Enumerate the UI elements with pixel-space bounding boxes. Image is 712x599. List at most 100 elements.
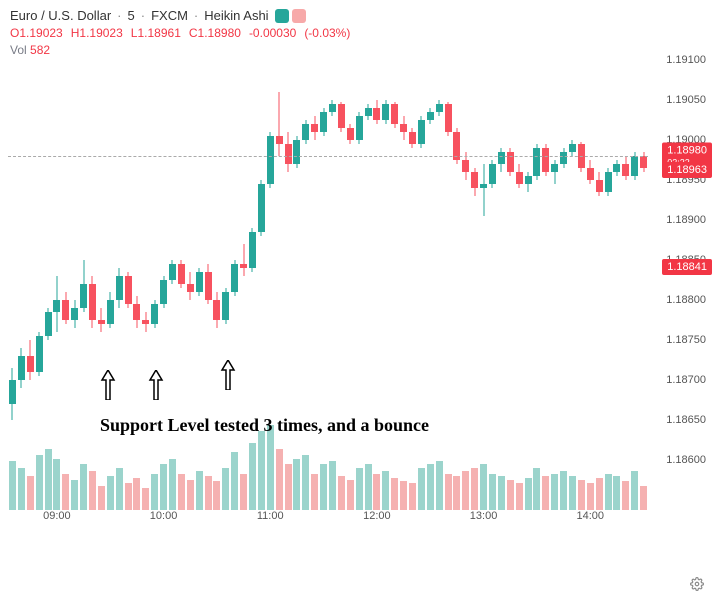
volume-bar[interactable] [347, 480, 354, 510]
volume-bar[interactable] [525, 478, 532, 510]
volume-bar[interactable] [142, 488, 149, 510]
volume-bar[interactable] [471, 468, 478, 511]
volume-bar[interactable] [311, 474, 318, 510]
interval[interactable]: 5 [128, 8, 135, 23]
volume-bar[interactable] [36, 455, 43, 510]
volume-bar[interactable] [400, 481, 407, 510]
volume-bar[interactable] [187, 480, 194, 510]
volume-bar[interactable] [18, 468, 25, 511]
volume-bar[interactable] [578, 480, 585, 510]
volume-bar[interactable] [596, 478, 603, 510]
volume-bar[interactable] [365, 464, 372, 510]
volume-bar[interactable] [205, 476, 212, 510]
volume-bar[interactable] [302, 455, 309, 510]
ohlc-close: 1.18980 [198, 26, 241, 40]
volume-bar[interactable] [151, 474, 158, 510]
y-tick: 1.19100 [666, 54, 706, 66]
indicator-dots [275, 9, 306, 23]
volume-bar[interactable] [613, 476, 620, 510]
y-tick: 1.18800 [666, 294, 706, 306]
volume-bar[interactable] [587, 483, 594, 510]
settings-icon[interactable] [690, 577, 704, 591]
volume-bar[interactable] [445, 474, 452, 510]
volume-bar[interactable] [213, 481, 220, 510]
volume-bar[interactable] [62, 474, 69, 510]
volume-bar[interactable] [533, 468, 540, 511]
volume-bar[interactable] [9, 461, 16, 510]
volume-bar[interactable] [196, 471, 203, 510]
volume-bar[interactable] [489, 474, 496, 510]
volume-bar[interactable] [631, 471, 638, 510]
volume-bar[interactable] [498, 476, 505, 510]
volume-bar[interactable] [622, 481, 629, 510]
volume-bar[interactable] [116, 468, 123, 511]
volume-bar[interactable] [249, 443, 256, 510]
volume-bar[interactable] [231, 452, 238, 510]
volume-bar[interactable] [258, 431, 265, 510]
volume-bar[interactable] [551, 474, 558, 510]
volume-pane[interactable] [8, 425, 648, 510]
volume-bar[interactable] [89, 471, 96, 510]
volume-bar[interactable] [356, 468, 363, 511]
volume-bar[interactable] [640, 486, 647, 510]
volume-bar[interactable] [507, 480, 514, 510]
ohlc-open: 1.19023 [19, 26, 62, 40]
x-tick: 11:00 [257, 510, 284, 522]
symbol-name[interactable]: Euro / U.S. Dollar [10, 8, 111, 23]
volume-bar[interactable] [382, 471, 389, 510]
volume-bar[interactable] [160, 464, 167, 510]
volume-bar[interactable] [462, 471, 469, 510]
volume-bar[interactable] [409, 483, 416, 510]
volume-bar[interactable] [436, 461, 443, 510]
volume-bar[interactable] [516, 483, 523, 510]
volume-bar[interactable] [71, 480, 78, 510]
volume-bar[interactable] [338, 476, 345, 510]
volume-bar[interactable] [542, 476, 549, 510]
volume-bar[interactable] [480, 464, 487, 510]
y-tick: 1.18750 [666, 334, 706, 346]
volume-bar[interactable] [569, 476, 576, 510]
volume-bar[interactable] [276, 449, 283, 510]
volume-bar[interactable] [80, 464, 87, 510]
ohlc-change-pct: (-0.03%) [304, 26, 350, 40]
volume-bar[interactable] [329, 461, 336, 510]
arrow-icon [220, 360, 236, 390]
volume-bar[interactable] [453, 476, 460, 510]
x-tick: 10:00 [150, 510, 178, 522]
title-row: Euro / U.S. Dollar · 5 · FXCM · Heikin A… [10, 8, 702, 23]
volume-bar[interactable] [45, 449, 52, 510]
candle-pane[interactable] [8, 60, 648, 460]
volume-bar[interactable] [427, 464, 434, 510]
y-axis[interactable]: 1.186001.186501.187001.187501.188001.188… [650, 0, 712, 599]
volume-value: 582 [30, 43, 50, 57]
volume-bar[interactable] [178, 474, 185, 510]
volume-bar[interactable] [418, 468, 425, 511]
volume-bar[interactable] [605, 474, 612, 510]
x-tick: 13:00 [470, 510, 498, 522]
volume-bar[interactable] [222, 468, 229, 511]
arrow-icon [148, 370, 164, 400]
volume-bar[interactable] [27, 476, 34, 510]
volume-bar[interactable] [285, 464, 292, 510]
volume-bar[interactable] [560, 471, 567, 510]
volume-bar[interactable] [53, 459, 60, 510]
volume-bar[interactable] [107, 476, 114, 510]
volume-bar[interactable] [320, 464, 327, 510]
volume-bar[interactable] [133, 478, 140, 510]
chart-style: Heikin Ashi [204, 8, 268, 23]
volume-bar[interactable] [267, 425, 274, 510]
indicator-dot-down [292, 9, 306, 23]
volume-bar[interactable] [98, 486, 105, 510]
current-price-line [8, 156, 648, 157]
ohlc-row: O1.19023 H1.19023 L1.18961 C1.18980 -0.0… [10, 26, 702, 40]
volume-bar[interactable] [240, 474, 247, 510]
chart-area[interactable]: 09:0010:0011:0012:0013:0014:00 [8, 60, 648, 530]
volume-bar[interactable] [373, 474, 380, 510]
x-axis: 09:0010:0011:0012:0013:0014:00 [8, 510, 648, 530]
volume-bar[interactable] [391, 478, 398, 510]
annotation-text: Support Level tested 3 times, and a boun… [100, 415, 429, 436]
volume-bar[interactable] [125, 483, 132, 510]
x-tick: 14:00 [576, 510, 604, 522]
volume-bar[interactable] [169, 459, 176, 510]
volume-bar[interactable] [293, 459, 300, 510]
